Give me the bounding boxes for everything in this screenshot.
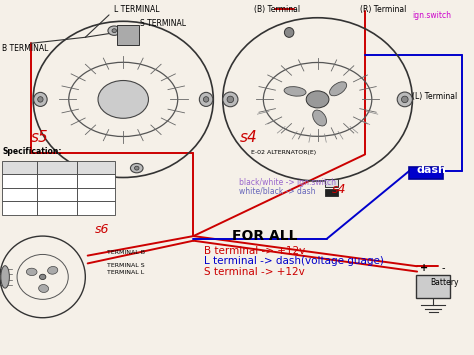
Ellipse shape — [223, 92, 238, 107]
Text: S terminal -> +12v: S terminal -> +12v — [204, 267, 305, 277]
Bar — [77, 161, 115, 174]
Bar — [325, 179, 338, 187]
Text: s4: s4 — [239, 130, 257, 145]
Text: 14.1-14.7: 14.1-14.7 — [83, 206, 109, 211]
Ellipse shape — [112, 29, 117, 33]
Text: 12.9-13.5: 12.9-13.5 — [83, 192, 109, 197]
Text: b/v: b/v — [327, 181, 336, 186]
Text: (R) Terminal: (R) Terminal — [360, 5, 407, 14]
Text: s4: s4 — [332, 183, 346, 196]
Text: B+: B+ — [53, 179, 61, 184]
Text: B terminal -> +12v: B terminal -> +12v — [204, 246, 305, 256]
Bar — [2, 174, 37, 188]
Ellipse shape — [47, 267, 58, 274]
Text: L TERMINAL: L TERMINAL — [114, 5, 159, 15]
Ellipse shape — [306, 91, 329, 108]
Text: (B) Terminal: (B) Terminal — [254, 5, 300, 14]
Ellipse shape — [108, 26, 120, 36]
Text: S: S — [18, 206, 21, 211]
Text: TERMINAL S: TERMINAL S — [107, 263, 144, 268]
Text: 14.1-14.7: 14.1-14.7 — [83, 179, 109, 184]
Ellipse shape — [200, 92, 213, 106]
Bar — [2, 201, 37, 215]
Text: ign.switch: ign.switch — [412, 11, 451, 21]
Text: E-02 ALTERNATOR(E): E-02 ALTERNATOR(E) — [251, 151, 316, 155]
Text: (L) Terminal: (L) Terminal — [412, 92, 457, 102]
Text: Idle (V): Idle (V) — [85, 165, 108, 170]
Bar — [37, 174, 77, 188]
Bar — [77, 201, 115, 215]
Ellipse shape — [313, 110, 327, 126]
Text: B TERMINAL: B TERMINAL — [2, 44, 48, 54]
Text: w/b: w/b — [327, 190, 336, 195]
Text: Battery: Battery — [430, 278, 459, 287]
Bar — [37, 201, 77, 215]
Bar — [77, 174, 115, 188]
Ellipse shape — [397, 92, 412, 107]
Text: -: - — [441, 263, 445, 273]
Bar — [37, 161, 77, 174]
Bar — [117, 25, 138, 45]
Text: TERMINAL L: TERMINAL L — [107, 270, 144, 275]
Text: s5: s5 — [31, 130, 48, 145]
Text: white/black -> dash: white/black -> dash — [239, 186, 316, 196]
Bar — [37, 188, 77, 201]
Ellipse shape — [401, 96, 408, 103]
Bar — [2, 188, 37, 201]
Bar — [409, 167, 443, 179]
Ellipse shape — [284, 87, 306, 96]
Ellipse shape — [34, 92, 47, 106]
Ellipse shape — [227, 96, 234, 103]
Text: black/white -> ign.switch: black/white -> ign.switch — [239, 178, 337, 187]
Ellipse shape — [130, 163, 143, 173]
Ellipse shape — [329, 82, 346, 96]
Text: Ign. ON (V): Ign. ON (V) — [40, 165, 74, 170]
Text: B+: B+ — [53, 206, 61, 211]
Bar — [416, 275, 450, 298]
Ellipse shape — [37, 97, 43, 102]
Ellipse shape — [203, 97, 209, 102]
Text: FOR ALL: FOR ALL — [232, 229, 298, 242]
Ellipse shape — [284, 28, 294, 37]
Ellipse shape — [1, 266, 9, 288]
Text: TERMINAL B: TERMINAL B — [107, 250, 145, 255]
Text: Specification:: Specification: — [2, 147, 62, 157]
Text: B: B — [18, 179, 21, 184]
Text: L: L — [18, 192, 21, 197]
Ellipse shape — [39, 285, 48, 293]
Bar — [77, 188, 115, 201]
Bar — [2, 161, 37, 174]
Text: Approx. 1: Approx. 1 — [44, 192, 70, 197]
Text: L terminal -> dash(voltage guage): L terminal -> dash(voltage guage) — [204, 256, 383, 267]
Ellipse shape — [39, 274, 46, 279]
Text: +: + — [419, 263, 428, 273]
Ellipse shape — [98, 81, 148, 118]
Ellipse shape — [135, 166, 139, 170]
Text: dash: dash — [416, 165, 446, 175]
Text: s6: s6 — [95, 223, 109, 235]
Bar — [325, 189, 338, 196]
Text: S TERMINAL: S TERMINAL — [140, 18, 186, 28]
Ellipse shape — [27, 268, 37, 275]
Text: Terminal: Terminal — [6, 165, 33, 170]
